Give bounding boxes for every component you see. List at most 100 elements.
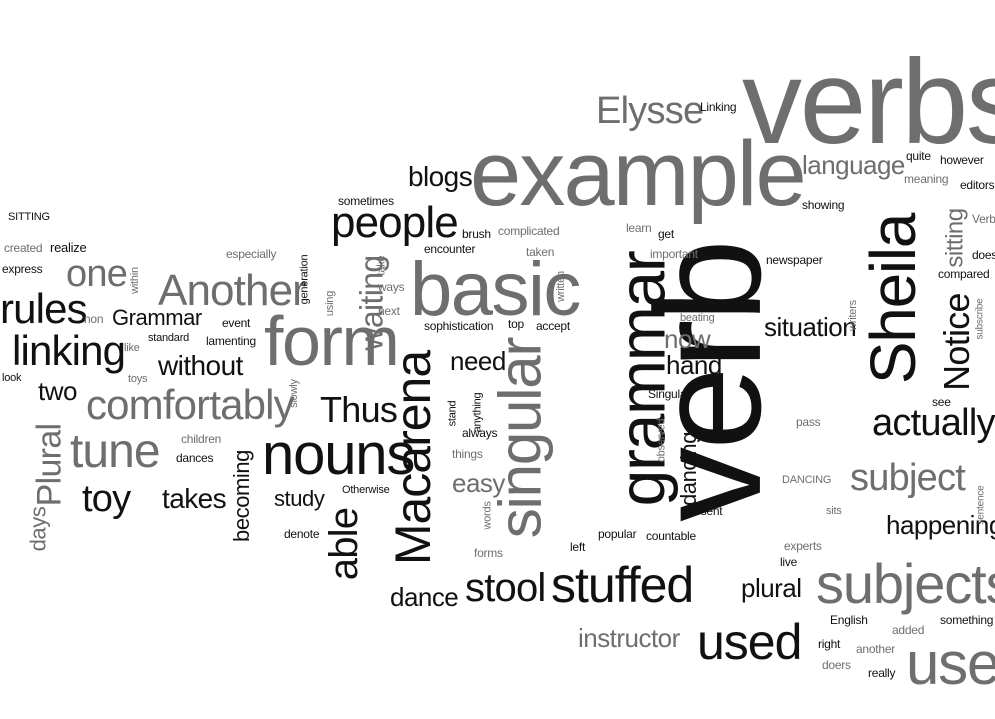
word: things <box>452 447 483 461</box>
word: quite <box>906 149 931 163</box>
word: writers <box>846 300 859 331</box>
word: easy <box>452 468 505 498</box>
word: blogs <box>408 161 473 192</box>
word: encounter <box>424 242 476 256</box>
word: within <box>128 267 141 294</box>
word: tune <box>70 425 161 478</box>
word: nouns <box>262 422 415 487</box>
word: stand <box>446 400 459 427</box>
word: SITTING <box>8 211 50 223</box>
word: plural <box>741 573 802 603</box>
word: right <box>818 637 841 651</box>
word: stool <box>465 566 546 610</box>
word: top <box>508 317 524 331</box>
word: instructor <box>578 623 680 653</box>
word: look <box>2 372 22 384</box>
word: like <box>124 342 140 354</box>
word: dancing <box>676 432 701 506</box>
word: stuffed <box>551 557 694 613</box>
word: live <box>780 555 798 569</box>
word: really <box>868 666 896 680</box>
word: compared <box>938 267 990 281</box>
word: created <box>4 241 43 255</box>
word: realize <box>50 240 87 255</box>
word: Notice <box>935 293 977 391</box>
word: days <box>25 506 51 552</box>
word: Singular <box>648 387 691 401</box>
word: showing <box>802 198 845 212</box>
word: sits <box>826 505 842 517</box>
word: Linking <box>700 100 737 114</box>
word: another <box>856 642 896 656</box>
word: basic <box>410 247 581 332</box>
word: language <box>802 150 905 180</box>
word: need <box>450 346 506 376</box>
word: editors <box>960 178 995 192</box>
word: pass <box>796 415 821 429</box>
word: using <box>324 290 337 317</box>
word: meaning <box>904 172 949 186</box>
word: Otherwise <box>342 484 390 496</box>
word: now <box>664 324 711 354</box>
word: lamenting <box>206 334 256 348</box>
word: takes <box>162 483 227 514</box>
word: especially <box>226 247 277 261</box>
word: left <box>570 540 586 554</box>
word: Another <box>158 266 307 315</box>
word: Sheila <box>857 213 930 385</box>
word: sophistication <box>424 319 494 333</box>
word: event <box>222 316 251 330</box>
word: subjects <box>816 552 995 615</box>
word: without <box>158 350 243 381</box>
word: able <box>322 507 367 581</box>
word: two <box>38 376 77 406</box>
word: accept <box>536 319 570 333</box>
word: used <box>697 614 802 670</box>
word: example <box>470 123 807 225</box>
word: beating <box>680 312 715 324</box>
word: experts <box>784 539 822 553</box>
word: toy <box>82 478 131 520</box>
word: one <box>66 253 128 295</box>
word: something <box>940 613 994 627</box>
word: does <box>972 248 995 262</box>
word: observed <box>655 418 668 463</box>
word: situation <box>764 312 857 342</box>
word: verbs <box>742 35 995 169</box>
word: hand <box>666 350 722 380</box>
word: becoming <box>228 450 254 542</box>
word: dances <box>176 451 214 465</box>
word: taken <box>526 245 555 259</box>
word: grammar <box>604 251 679 507</box>
word: present <box>684 504 723 518</box>
word: written <box>554 271 567 302</box>
word: slowly <box>287 379 300 408</box>
word: English <box>830 613 868 627</box>
word: learn <box>626 221 652 235</box>
word: next <box>378 304 400 318</box>
word: words <box>481 501 494 530</box>
word: brush <box>462 227 491 241</box>
word: doers <box>822 658 851 672</box>
word: rules <box>0 285 88 332</box>
word: popular <box>598 527 637 541</box>
word: actually <box>872 402 995 444</box>
word: dance <box>390 582 459 612</box>
word: get <box>658 227 674 241</box>
word: comfortably <box>86 381 295 428</box>
word: children <box>181 432 222 446</box>
word: newspaper <box>766 253 823 267</box>
word: sentence <box>975 485 987 525</box>
word: non <box>84 312 104 326</box>
word: linking <box>12 327 126 374</box>
word: people <box>331 198 459 247</box>
word: happening <box>886 510 995 540</box>
word: generation <box>298 254 311 305</box>
word: countable <box>646 529 696 543</box>
word: DANCING <box>782 474 832 486</box>
word: express <box>2 262 43 276</box>
word: always <box>462 426 498 440</box>
word: Grammar <box>112 305 202 330</box>
word: complicated <box>498 224 560 238</box>
